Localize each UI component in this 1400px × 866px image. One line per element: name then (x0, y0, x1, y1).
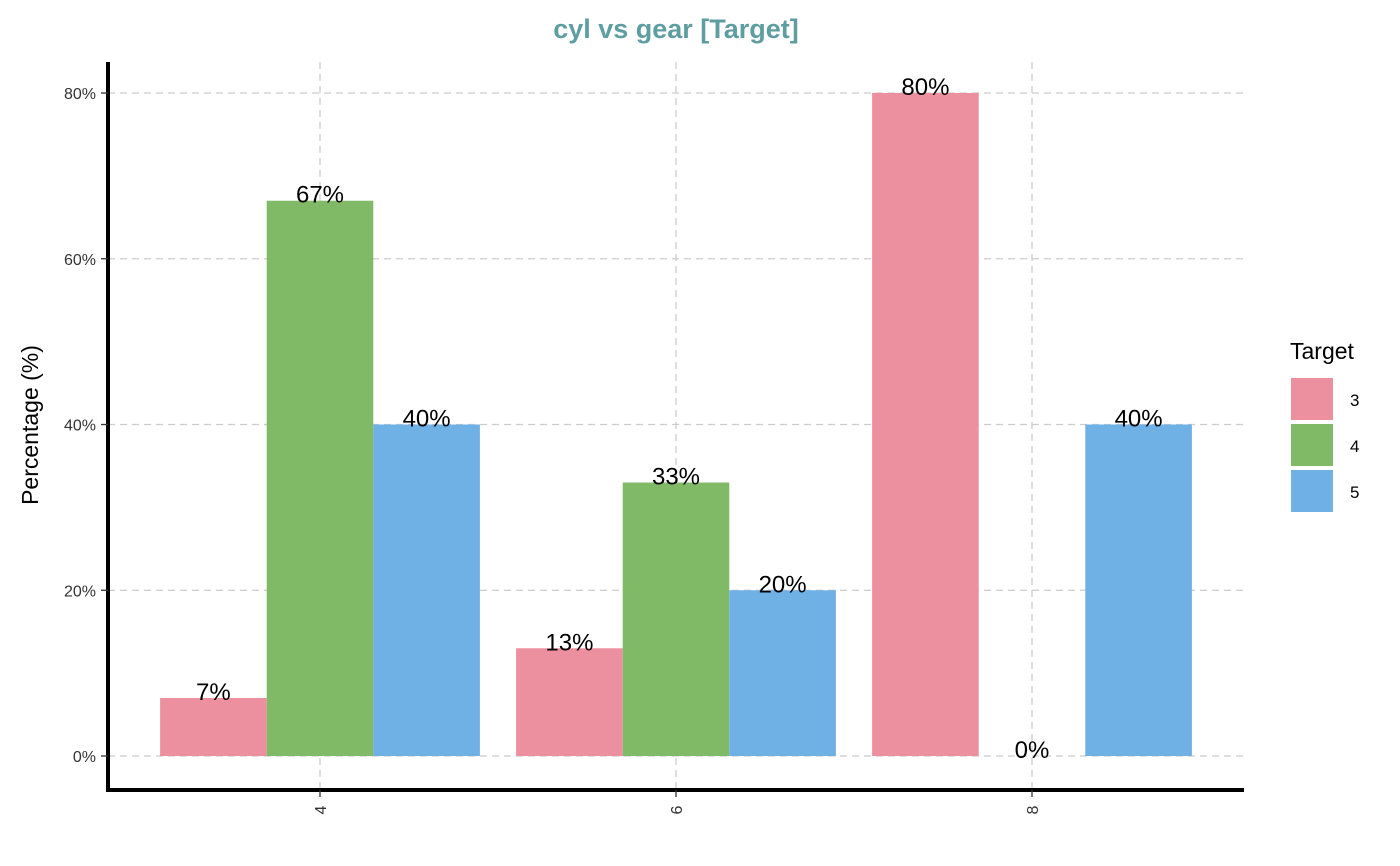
bar (622, 482, 730, 756)
data-label: 40% (1115, 406, 1163, 433)
legend-swatch (1291, 378, 1333, 420)
y-tick-label: 60% (64, 252, 96, 269)
bar (516, 648, 623, 756)
chart-title: cyl vs gear [Target] (553, 14, 799, 44)
y-tick-label: 0% (73, 749, 96, 766)
legend-label: 5 (1350, 483, 1359, 502)
data-label: 0% (1015, 737, 1050, 764)
data-label: 80% (901, 74, 949, 101)
y-tick-labels: 0% 20% 40% 60% 80% (64, 86, 108, 766)
data-label: 33% (652, 464, 700, 491)
legend-swatch (1291, 424, 1333, 466)
bar (872, 93, 979, 756)
bar (266, 200, 374, 757)
y-tick-label: 40% (64, 418, 96, 435)
x-tick-labels: 4 6 8 (313, 790, 1042, 814)
x-tick-label: 6 (669, 805, 686, 814)
y-tick-label: 80% (64, 86, 96, 103)
legend-label: 3 (1350, 391, 1359, 410)
bar (373, 424, 480, 756)
bar (729, 590, 836, 756)
legend-title: Target (1290, 338, 1355, 364)
data-labels: 7% 13% 80% 67% 33% 0% 40% 20% 40% (196, 74, 1163, 764)
x-tick-label: 4 (313, 805, 330, 814)
legend-swatch (1291, 470, 1333, 512)
bar (1085, 424, 1192, 756)
y-tick-label: 20% (64, 583, 96, 600)
bars (160, 93, 1192, 757)
legend-label: 4 (1350, 437, 1359, 456)
y-axis-title: Percentage (%) (17, 345, 43, 505)
legend: Target 3 4 5 (1290, 338, 1359, 512)
data-label: 40% (403, 406, 451, 433)
data-label: 20% (759, 571, 807, 598)
data-label: 7% (196, 679, 231, 706)
axes (106, 62, 1244, 792)
x-tick-label: 8 (1025, 805, 1042, 814)
bar (160, 697, 267, 756)
data-label: 13% (545, 629, 593, 656)
data-label: 67% (296, 182, 344, 209)
